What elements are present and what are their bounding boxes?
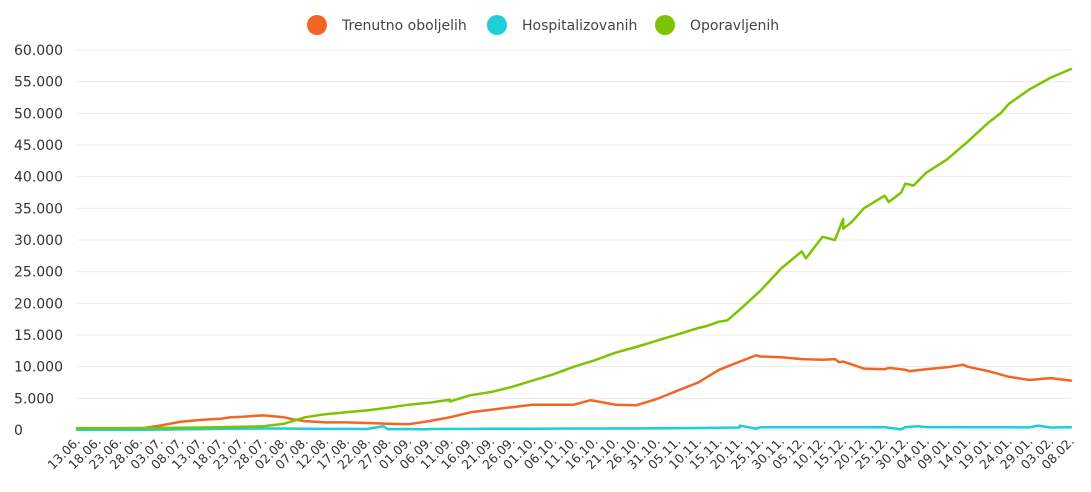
y-tick-label: 30.000 bbox=[14, 233, 63, 249]
legend-label: Hospitalizovanih bbox=[522, 18, 637, 34]
y-tick-label: 50.000 bbox=[14, 106, 63, 122]
series-line-3[interactable] bbox=[75, 67, 1073, 430]
y-tick-label: 40.000 bbox=[14, 170, 63, 186]
legend-item-1[interactable]: Trenutno oboljelih bbox=[307, 15, 467, 35]
plot-area bbox=[75, 67, 1073, 431]
y-tick-label: 45.000 bbox=[14, 138, 63, 154]
gridlines bbox=[77, 49, 1071, 431]
y-tick-label: 25.000 bbox=[14, 265, 63, 281]
legend-label: Trenutno oboljelih bbox=[341, 18, 467, 34]
legend-marker-icon bbox=[307, 15, 327, 35]
series-line-1[interactable] bbox=[75, 354, 1073, 431]
legend-marker-icon bbox=[487, 15, 507, 35]
y-tick-label: 10.000 bbox=[14, 360, 63, 376]
series-line-2[interactable] bbox=[75, 424, 1073, 431]
y-axis: 0 5.000 10.000 15.000 20.000 25.000 30.000 35.0… bbox=[14, 43, 63, 439]
y-tick-label: 5.000 bbox=[14, 391, 54, 407]
legend-marker-icon bbox=[655, 15, 675, 35]
y-tick-label: 35.000 bbox=[14, 201, 63, 217]
y-tick-label: 15.000 bbox=[14, 328, 63, 344]
x-axis: 13.06.18.06.23.06.28.06.03.07.08.07.13.0… bbox=[44, 434, 1077, 473]
y-tick-label: 55.000 bbox=[14, 75, 63, 91]
y-tick-label: 60.000 bbox=[14, 43, 63, 59]
y-tick-label: 20.000 bbox=[14, 296, 63, 312]
legend-item-3[interactable]: Oporavljenih bbox=[655, 15, 779, 35]
legend-label: Oporavljenih bbox=[690, 18, 779, 34]
y-tick-label: 0 bbox=[14, 423, 23, 439]
legend-item-2[interactable]: Hospitalizovanih bbox=[487, 15, 637, 35]
chart-legend[interactable]: Trenutno oboljelih Hospitalizovanih Opor… bbox=[307, 15, 779, 35]
